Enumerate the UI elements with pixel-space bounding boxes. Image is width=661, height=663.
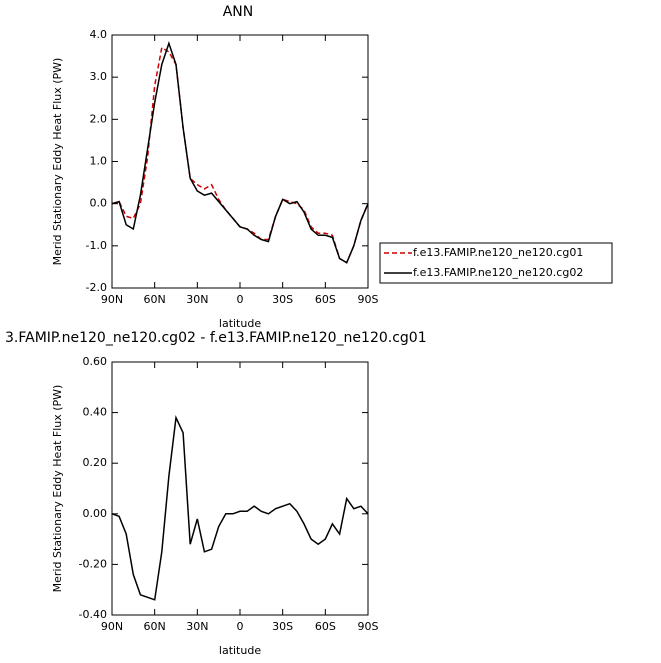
- y-axis-label: Merid Stationary Eddy Heat Flux (PW): [51, 385, 64, 593]
- y-tick-label: 0.60: [83, 355, 108, 368]
- plot-frame: [111, 361, 369, 616]
- y-tick-label: 4.0: [90, 28, 108, 41]
- x-tick-label: 60S: [315, 293, 336, 306]
- y-tick-label: -0.20: [79, 557, 107, 570]
- y-axis-label: Merid Stationary Eddy Heat Flux (PW): [51, 58, 64, 266]
- y-tick-label: -1.0: [86, 239, 107, 252]
- y-tick-label: 0.20: [83, 456, 108, 469]
- x-tick-label: 90S: [358, 620, 379, 633]
- x-tick-label: 90N: [101, 293, 123, 306]
- y-tick-label: -2.0: [86, 281, 107, 294]
- y-tick-label: 1.0: [90, 155, 108, 168]
- plot-frame: [111, 34, 369, 289]
- y-tick-label: 2.0: [90, 112, 108, 125]
- x-tick-label: 30S: [272, 620, 293, 633]
- legend-label: f.e13.FAMIP.ne120_ne120.cg01: [413, 246, 583, 259]
- data-line: [111, 46, 369, 264]
- x-tick-label: 90N: [101, 620, 123, 633]
- x-tick-label: 30N: [186, 620, 208, 633]
- x-tick-label: 30S: [272, 293, 293, 306]
- y-tick-label: 0.00: [83, 507, 108, 520]
- x-tick-label: 90S: [358, 293, 379, 306]
- x-tick-label: 60S: [315, 620, 336, 633]
- x-tick-label: 60N: [144, 620, 166, 633]
- chart-title: ANN: [223, 4, 254, 20]
- x-tick-label: 0: [237, 620, 244, 633]
- y-tick-label: 3.0: [90, 70, 108, 83]
- x-tick-label: 60N: [144, 293, 166, 306]
- x-axis-label: latitude: [219, 644, 261, 657]
- legend-box: [379, 242, 613, 284]
- x-axis-label: latitude: [219, 317, 261, 330]
- data-line: [111, 415, 369, 601]
- x-tick-label: 0: [237, 293, 244, 306]
- chart-title: 3.FAMIP.ne120_ne120.cg02 - f.e13.FAMIP.n…: [5, 330, 427, 346]
- y-tick-label: -0.40: [79, 608, 107, 621]
- y-tick-label: 0.0: [90, 197, 108, 210]
- data-line: [111, 41, 369, 264]
- legend-label: f.e13.FAMIP.ne120_ne120.cg02: [413, 266, 583, 279]
- y-tick-label: 0.40: [83, 406, 108, 419]
- x-tick-label: 30N: [186, 293, 208, 306]
